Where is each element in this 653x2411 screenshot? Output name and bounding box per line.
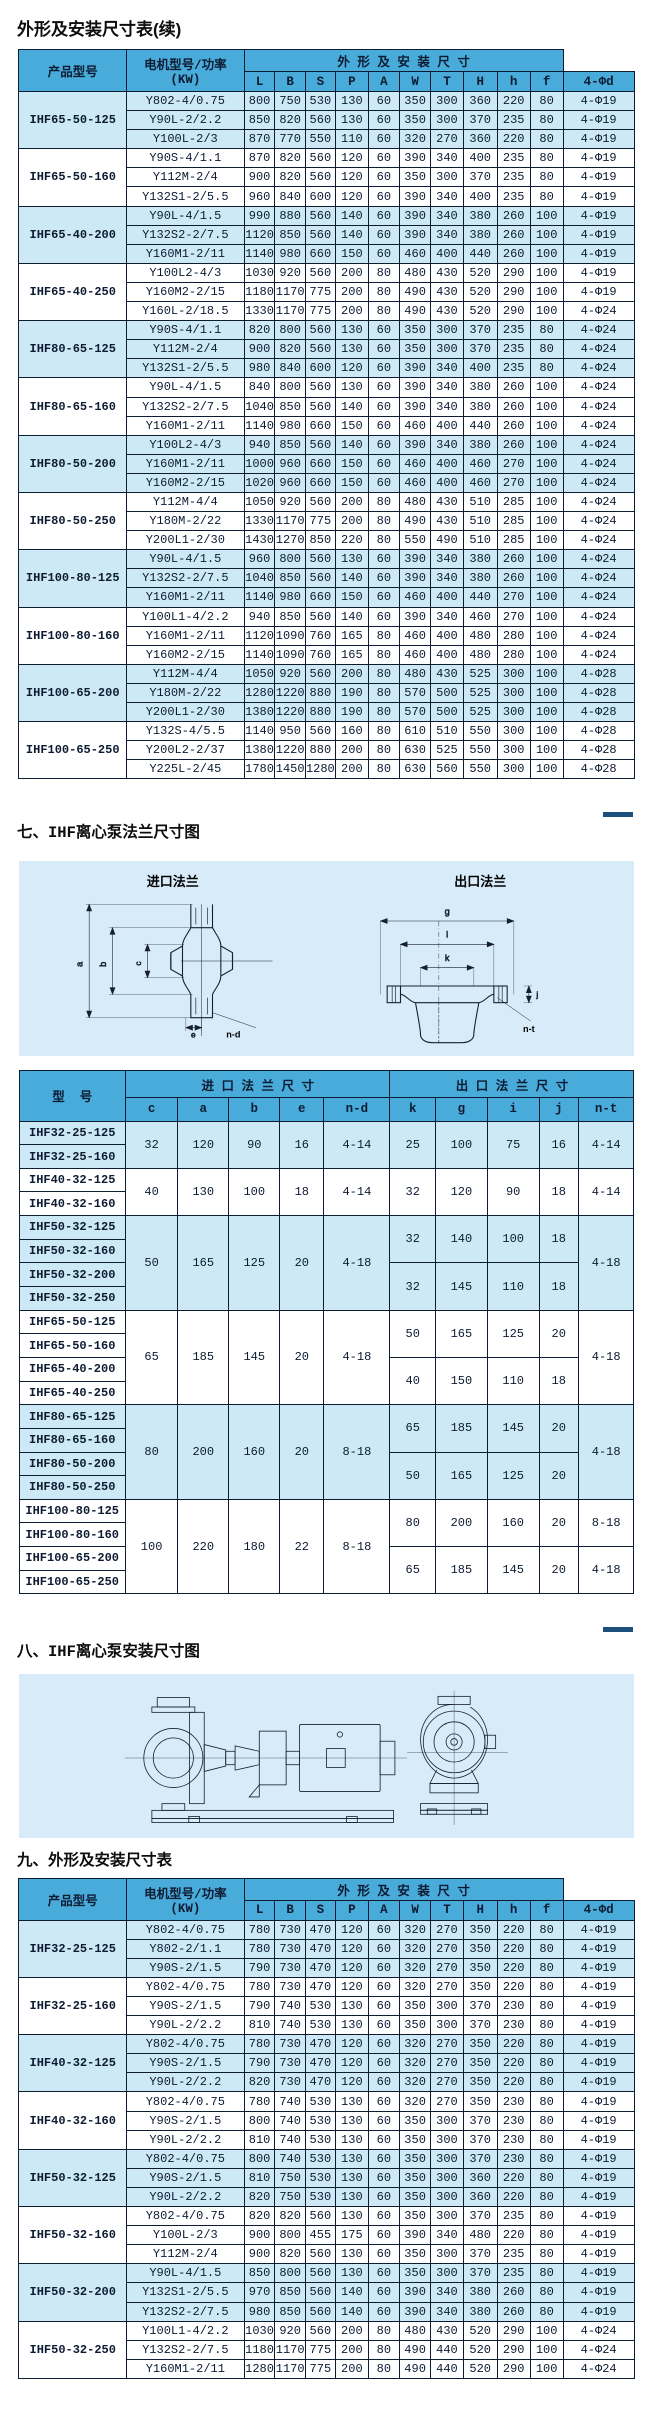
svg-text:c: c bbox=[133, 962, 143, 966]
svg-text:j: j bbox=[535, 990, 538, 1000]
svg-text:a: a bbox=[75, 961, 85, 967]
svg-text:e: e bbox=[191, 1030, 196, 1040]
svg-text:g: g bbox=[444, 907, 449, 917]
svg-text:b: b bbox=[98, 962, 108, 967]
svg-text:k: k bbox=[445, 953, 450, 963]
svg-text:i: i bbox=[446, 930, 448, 940]
svg-text:n-d: n-d bbox=[226, 1030, 240, 1040]
svg-text:n-t: n-t bbox=[523, 1024, 535, 1034]
